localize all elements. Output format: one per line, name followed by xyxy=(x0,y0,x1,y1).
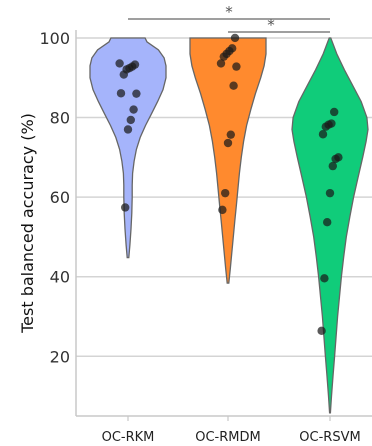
data-point xyxy=(331,154,340,164)
data-point xyxy=(328,161,337,171)
y-axis-title: Test balanced accuracy (%) xyxy=(18,113,37,334)
violin-oc-rmdm xyxy=(189,37,267,284)
data-point xyxy=(320,274,329,283)
data-point xyxy=(116,89,126,98)
violins xyxy=(89,37,369,414)
data-points xyxy=(115,33,343,336)
x-tick-label-oc-rmdm: OC-RMDM xyxy=(195,430,260,445)
y-tick-label: 60 xyxy=(50,188,70,207)
data-point xyxy=(325,188,335,198)
data-point xyxy=(216,59,226,68)
data-point xyxy=(221,188,230,198)
significance-star: * xyxy=(267,16,275,34)
data-point xyxy=(318,130,328,139)
data-point xyxy=(126,115,135,125)
data-point xyxy=(121,203,130,212)
significance-brackets: ** xyxy=(128,3,330,34)
x-tick-labels: OC-RKM OC-RMDM OC-RSVM xyxy=(102,416,361,445)
data-point xyxy=(229,81,238,90)
violin-oc-rkm xyxy=(89,37,167,259)
data-point xyxy=(119,70,128,79)
data-point xyxy=(232,62,241,71)
significance-star: * xyxy=(225,3,233,21)
data-point xyxy=(226,130,235,139)
data-point xyxy=(219,52,228,61)
y-tick-label: 20 xyxy=(50,347,70,366)
data-point xyxy=(330,107,339,117)
axes xyxy=(75,30,372,417)
x-tick-label-oc-rkm: OC-RKM xyxy=(102,430,155,445)
data-point xyxy=(317,326,326,336)
data-point xyxy=(123,125,133,134)
y-tick-label: 100 xyxy=(39,29,70,48)
data-point xyxy=(218,205,227,215)
violin-oc-rsvm xyxy=(291,37,369,414)
y-tick-label: 80 xyxy=(50,109,70,128)
data-point xyxy=(230,33,240,43)
y-tick-label: 40 xyxy=(50,268,70,287)
x-tick-label-oc-rsvm: OC-RSVM xyxy=(299,430,360,445)
data-point xyxy=(223,138,233,148)
data-point xyxy=(323,218,332,227)
data-point xyxy=(132,89,141,98)
data-point xyxy=(115,59,124,68)
y-tick-labels: 20 40 60 80 100 xyxy=(39,29,70,366)
data-point xyxy=(321,122,330,131)
data-point xyxy=(129,105,138,114)
